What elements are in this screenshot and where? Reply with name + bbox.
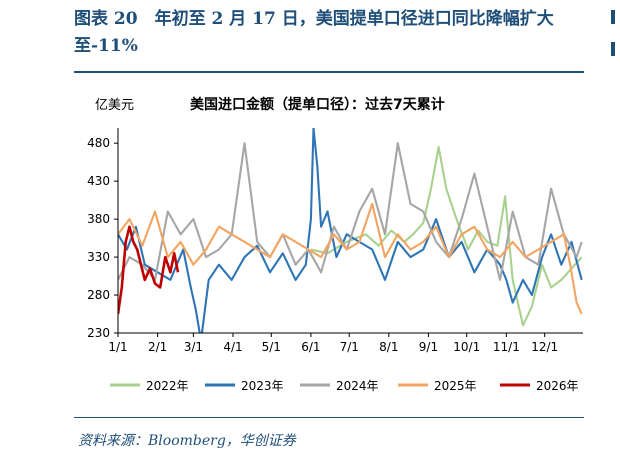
series-line-2025 <box>118 202 583 315</box>
series-line-2024 <box>118 142 583 281</box>
x-tick-label: 5/1 <box>262 340 281 354</box>
y-tick-label: 380 <box>87 212 110 226</box>
y-tick-label: 280 <box>87 288 110 302</box>
y-axis-unit: 亿美元 <box>95 98 134 113</box>
legend-label-2025: 2025年 <box>434 379 477 393</box>
x-tick-label: 2/1 <box>148 340 167 354</box>
x-tick-label: 7/1 <box>340 340 359 354</box>
edge-marker-top <box>611 10 615 24</box>
x-tick-label: 12/1 <box>531 340 558 354</box>
y-tick-label: 330 <box>87 250 110 264</box>
legend-label-2026: 2026年 <box>536 379 579 393</box>
legend-label-2024: 2024年 <box>336 379 379 393</box>
legend-label-2023: 2023年 <box>241 379 284 393</box>
y-tick-label: 480 <box>87 136 110 150</box>
x-tick-label: 9/1 <box>419 340 438 354</box>
legend-label-2022: 2022年 <box>146 379 189 393</box>
series-line-2026 <box>118 225 180 315</box>
series-layer <box>118 128 583 333</box>
y-tick-label: 430 <box>87 174 110 188</box>
x-tick-label: 4/1 <box>223 340 242 354</box>
axis-layer: 230 280 330 380 430 480 1/1 2/1 3/1 4/1 5/1 6/1 7/1 8… <box>87 128 583 354</box>
x-tick-label: 10/1 <box>453 340 480 354</box>
y-tick-label: 230 <box>87 326 110 340</box>
x-tick-label: 3/1 <box>184 340 203 354</box>
edge-marker-mid <box>611 42 615 56</box>
title-rule <box>74 71 584 73</box>
source-rule <box>74 417 584 418</box>
x-tick-label: 11/1 <box>493 340 520 354</box>
x-tick-label: 6/1 <box>301 340 320 354</box>
legend: 2022年 2023年 2024年 2025年 2026年 <box>110 379 579 393</box>
x-tick-label: 8/1 <box>379 340 398 354</box>
source-note: 资料来源：Bloomberg，华创证券 <box>78 433 296 449</box>
x-tick-label: 1/1 <box>108 340 127 354</box>
chart-title: 美国进口金额（提单口径）：过去7天累计 <box>190 96 445 113</box>
figure-title: 图表 20 年初至 2 月 17 日，美国提单口径进口同比降幅扩大至-11% <box>74 9 554 56</box>
series-line-2023 <box>118 128 583 333</box>
